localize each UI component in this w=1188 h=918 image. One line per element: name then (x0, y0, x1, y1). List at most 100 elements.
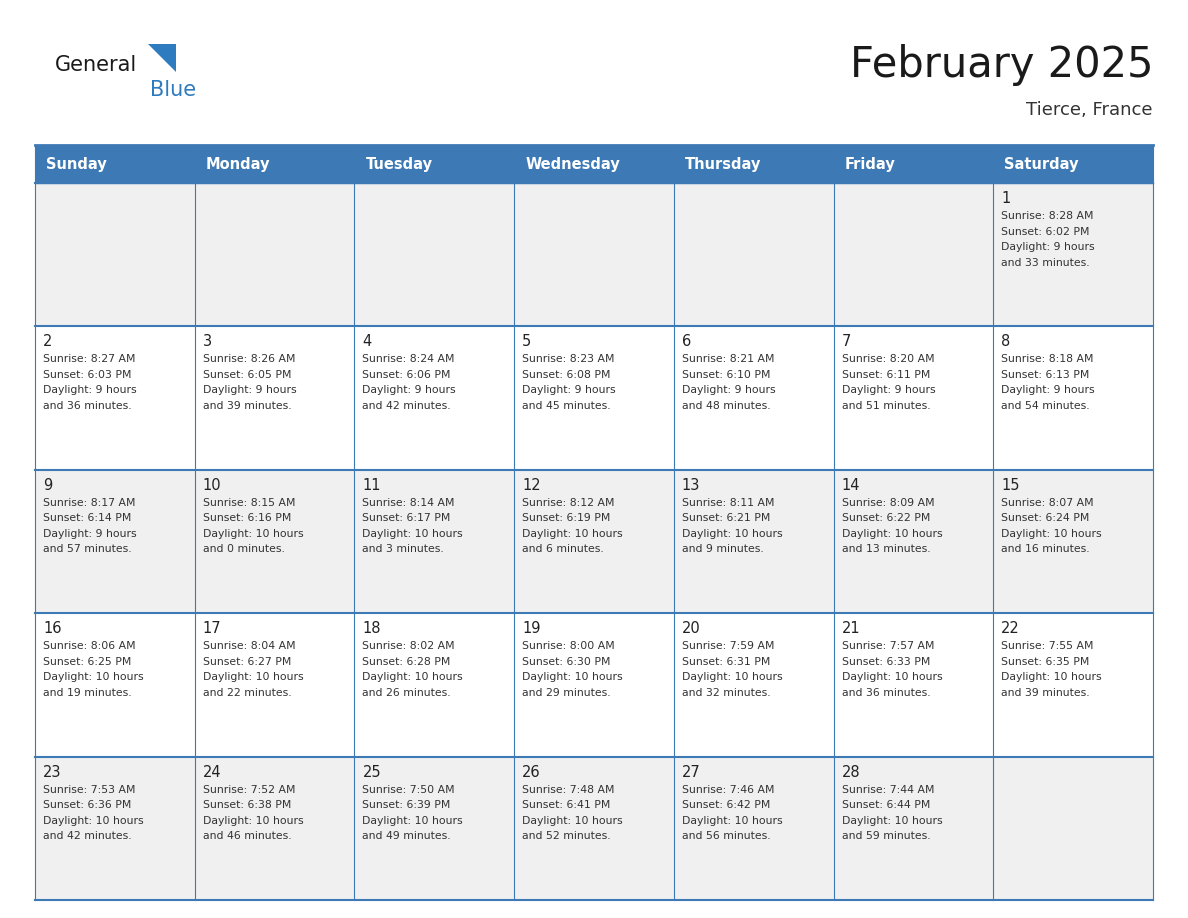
Text: Daylight: 10 hours: Daylight: 10 hours (523, 529, 623, 539)
Text: Sunset: 6:28 PM: Sunset: 6:28 PM (362, 656, 450, 666)
Text: Sunset: 6:21 PM: Sunset: 6:21 PM (682, 513, 770, 523)
Text: Sunset: 6:31 PM: Sunset: 6:31 PM (682, 656, 770, 666)
Text: Sunset: 6:03 PM: Sunset: 6:03 PM (43, 370, 132, 380)
Text: 3: 3 (203, 334, 211, 350)
Bar (354, 145, 514, 183)
Text: 6: 6 (682, 334, 691, 350)
Text: Sunrise: 7:52 AM: Sunrise: 7:52 AM (203, 785, 295, 795)
Text: Sunset: 6:08 PM: Sunset: 6:08 PM (523, 370, 611, 380)
Text: Sunset: 6:36 PM: Sunset: 6:36 PM (43, 800, 132, 810)
Text: Sunset: 6:44 PM: Sunset: 6:44 PM (841, 800, 930, 810)
Text: 18: 18 (362, 621, 381, 636)
Bar (34, 613, 1154, 756)
Bar (34, 183, 1154, 327)
Text: Sunrise: 8:12 AM: Sunrise: 8:12 AM (523, 498, 614, 508)
Text: Daylight: 10 hours: Daylight: 10 hours (362, 672, 463, 682)
Text: and 19 minutes.: and 19 minutes. (43, 688, 132, 698)
Text: Tierce, France: Tierce, France (1026, 101, 1154, 119)
Text: Daylight: 10 hours: Daylight: 10 hours (203, 815, 303, 825)
Text: Sunrise: 7:50 AM: Sunrise: 7:50 AM (362, 785, 455, 795)
Text: and 0 minutes.: and 0 minutes. (203, 544, 285, 554)
Text: and 48 minutes.: and 48 minutes. (682, 401, 771, 411)
Text: Daylight: 9 hours: Daylight: 9 hours (203, 386, 296, 396)
Text: Sunset: 6:14 PM: Sunset: 6:14 PM (43, 513, 132, 523)
Text: 26: 26 (523, 765, 541, 779)
Text: 17: 17 (203, 621, 221, 636)
Text: Sunrise: 8:00 AM: Sunrise: 8:00 AM (523, 641, 615, 651)
Bar (34, 470, 1154, 613)
Bar (993, 145, 1154, 183)
Text: Sunrise: 8:21 AM: Sunrise: 8:21 AM (682, 354, 775, 364)
Text: Daylight: 9 hours: Daylight: 9 hours (362, 386, 456, 396)
Text: Sunset: 6:16 PM: Sunset: 6:16 PM (203, 513, 291, 523)
Text: Daylight: 10 hours: Daylight: 10 hours (841, 529, 942, 539)
Text: 7: 7 (841, 334, 851, 350)
Text: Sunrise: 8:04 AM: Sunrise: 8:04 AM (203, 641, 296, 651)
Text: and 39 minutes.: and 39 minutes. (203, 401, 291, 411)
Text: and 51 minutes.: and 51 minutes. (841, 401, 930, 411)
Text: and 33 minutes.: and 33 minutes. (1001, 258, 1089, 267)
Text: Sunset: 6:22 PM: Sunset: 6:22 PM (841, 513, 930, 523)
Text: Daylight: 10 hours: Daylight: 10 hours (203, 529, 303, 539)
Text: and 45 minutes.: and 45 minutes. (523, 401, 611, 411)
Text: Sunset: 6:27 PM: Sunset: 6:27 PM (203, 656, 291, 666)
Text: Sunrise: 8:07 AM: Sunrise: 8:07 AM (1001, 498, 1094, 508)
Text: 8: 8 (1001, 334, 1011, 350)
Text: Daylight: 10 hours: Daylight: 10 hours (1001, 672, 1102, 682)
Text: and 46 minutes.: and 46 minutes. (203, 831, 291, 841)
Text: Sunrise: 7:55 AM: Sunrise: 7:55 AM (1001, 641, 1094, 651)
Text: 27: 27 (682, 765, 701, 779)
Text: 28: 28 (841, 765, 860, 779)
Text: and 13 minutes.: and 13 minutes. (841, 544, 930, 554)
Text: and 59 minutes.: and 59 minutes. (841, 831, 930, 841)
Text: 5: 5 (523, 334, 531, 350)
Bar (34, 327, 1154, 470)
Text: Sunrise: 8:24 AM: Sunrise: 8:24 AM (362, 354, 455, 364)
Text: Daylight: 9 hours: Daylight: 9 hours (523, 386, 615, 396)
Text: Sunrise: 8:09 AM: Sunrise: 8:09 AM (841, 498, 934, 508)
Text: Daylight: 10 hours: Daylight: 10 hours (362, 815, 463, 825)
Text: Sunset: 6:30 PM: Sunset: 6:30 PM (523, 656, 611, 666)
Text: and 36 minutes.: and 36 minutes. (43, 401, 132, 411)
Text: Sunrise: 7:59 AM: Sunrise: 7:59 AM (682, 641, 775, 651)
Text: Daylight: 10 hours: Daylight: 10 hours (682, 672, 783, 682)
Text: Daylight: 10 hours: Daylight: 10 hours (43, 672, 144, 682)
Text: Sunrise: 7:48 AM: Sunrise: 7:48 AM (523, 785, 614, 795)
Text: Sunset: 6:25 PM: Sunset: 6:25 PM (43, 656, 132, 666)
Text: and 29 minutes.: and 29 minutes. (523, 688, 611, 698)
Text: Daylight: 9 hours: Daylight: 9 hours (43, 386, 137, 396)
Text: Tuesday: Tuesday (366, 156, 432, 172)
Text: 14: 14 (841, 477, 860, 493)
Text: 10: 10 (203, 477, 221, 493)
Text: Sunset: 6:38 PM: Sunset: 6:38 PM (203, 800, 291, 810)
Text: 19: 19 (523, 621, 541, 636)
Text: Sunrise: 8:15 AM: Sunrise: 8:15 AM (203, 498, 295, 508)
Text: Sunrise: 8:26 AM: Sunrise: 8:26 AM (203, 354, 295, 364)
Text: Daylight: 10 hours: Daylight: 10 hours (43, 815, 144, 825)
Text: Sunrise: 8:18 AM: Sunrise: 8:18 AM (1001, 354, 1094, 364)
Text: Sunday: Sunday (46, 156, 107, 172)
Text: 24: 24 (203, 765, 221, 779)
Text: Sunrise: 8:28 AM: Sunrise: 8:28 AM (1001, 211, 1094, 221)
Text: 25: 25 (362, 765, 381, 779)
Text: Sunrise: 8:17 AM: Sunrise: 8:17 AM (43, 498, 135, 508)
Text: Daylight: 10 hours: Daylight: 10 hours (841, 672, 942, 682)
Text: Sunset: 6:41 PM: Sunset: 6:41 PM (523, 800, 611, 810)
Text: and 42 minutes.: and 42 minutes. (362, 401, 451, 411)
Text: Sunset: 6:19 PM: Sunset: 6:19 PM (523, 513, 611, 523)
Text: and 6 minutes.: and 6 minutes. (523, 544, 604, 554)
Text: Monday: Monday (206, 156, 271, 172)
Text: 15: 15 (1001, 477, 1019, 493)
Text: and 32 minutes.: and 32 minutes. (682, 688, 771, 698)
Text: Sunrise: 7:44 AM: Sunrise: 7:44 AM (841, 785, 934, 795)
Text: Sunset: 6:33 PM: Sunset: 6:33 PM (841, 656, 930, 666)
Text: Sunrise: 8:14 AM: Sunrise: 8:14 AM (362, 498, 455, 508)
Text: Daylight: 9 hours: Daylight: 9 hours (841, 386, 935, 396)
Text: and 52 minutes.: and 52 minutes. (523, 831, 611, 841)
Text: February 2025: February 2025 (849, 44, 1154, 86)
Text: Saturday: Saturday (1005, 156, 1079, 172)
Text: 22: 22 (1001, 621, 1020, 636)
Text: 21: 21 (841, 621, 860, 636)
Text: Daylight: 10 hours: Daylight: 10 hours (362, 529, 463, 539)
Text: Sunrise: 8:20 AM: Sunrise: 8:20 AM (841, 354, 934, 364)
